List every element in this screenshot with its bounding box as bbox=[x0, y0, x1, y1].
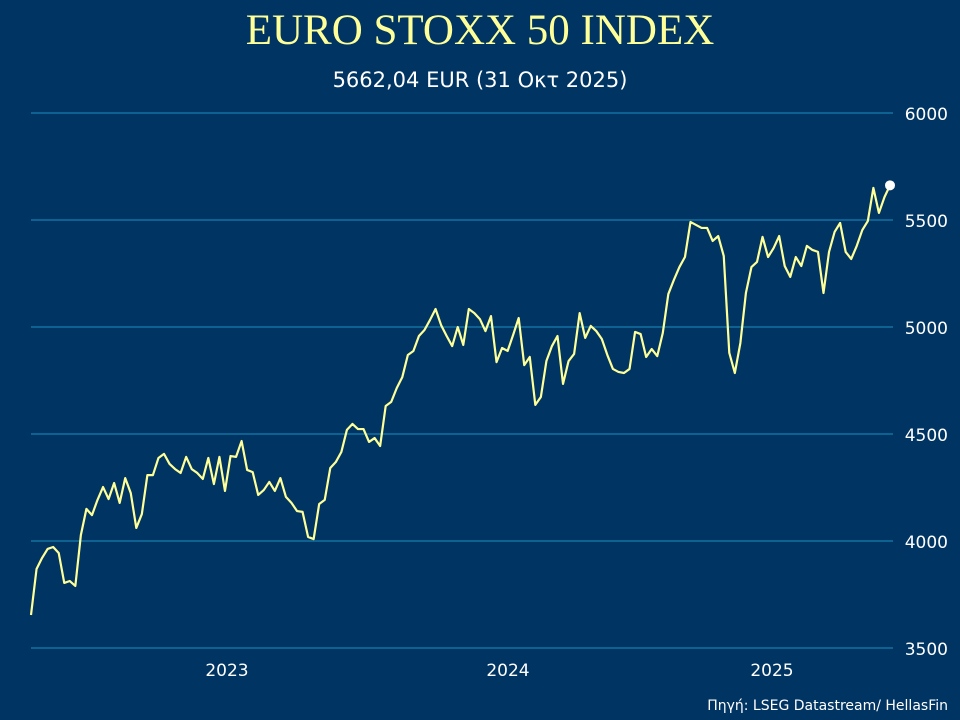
y-tick-label: 5500 bbox=[905, 212, 948, 232]
y-tick-label: 5000 bbox=[905, 319, 948, 339]
x-tick-label: 2023 bbox=[205, 661, 248, 681]
chart-title: EURO STOXX 50 INDEX bbox=[245, 7, 715, 54]
y-tick-label: 4500 bbox=[905, 426, 948, 446]
x-tick-label: 2024 bbox=[486, 661, 529, 681]
y-tick-label: 4000 bbox=[905, 533, 948, 553]
chart-subtitle: 5662,04 EUR (31 Οκτ 2025) bbox=[332, 68, 628, 92]
last-value-marker bbox=[885, 180, 895, 191]
source-note: Πηγή: LSEG Datastream/ HellasFin bbox=[707, 698, 948, 714]
x-tick-label: 2025 bbox=[750, 661, 793, 681]
index-line bbox=[29, 184, 891, 616]
y-tick-label: 6000 bbox=[905, 105, 948, 125]
y-tick-label: 3500 bbox=[905, 640, 948, 660]
